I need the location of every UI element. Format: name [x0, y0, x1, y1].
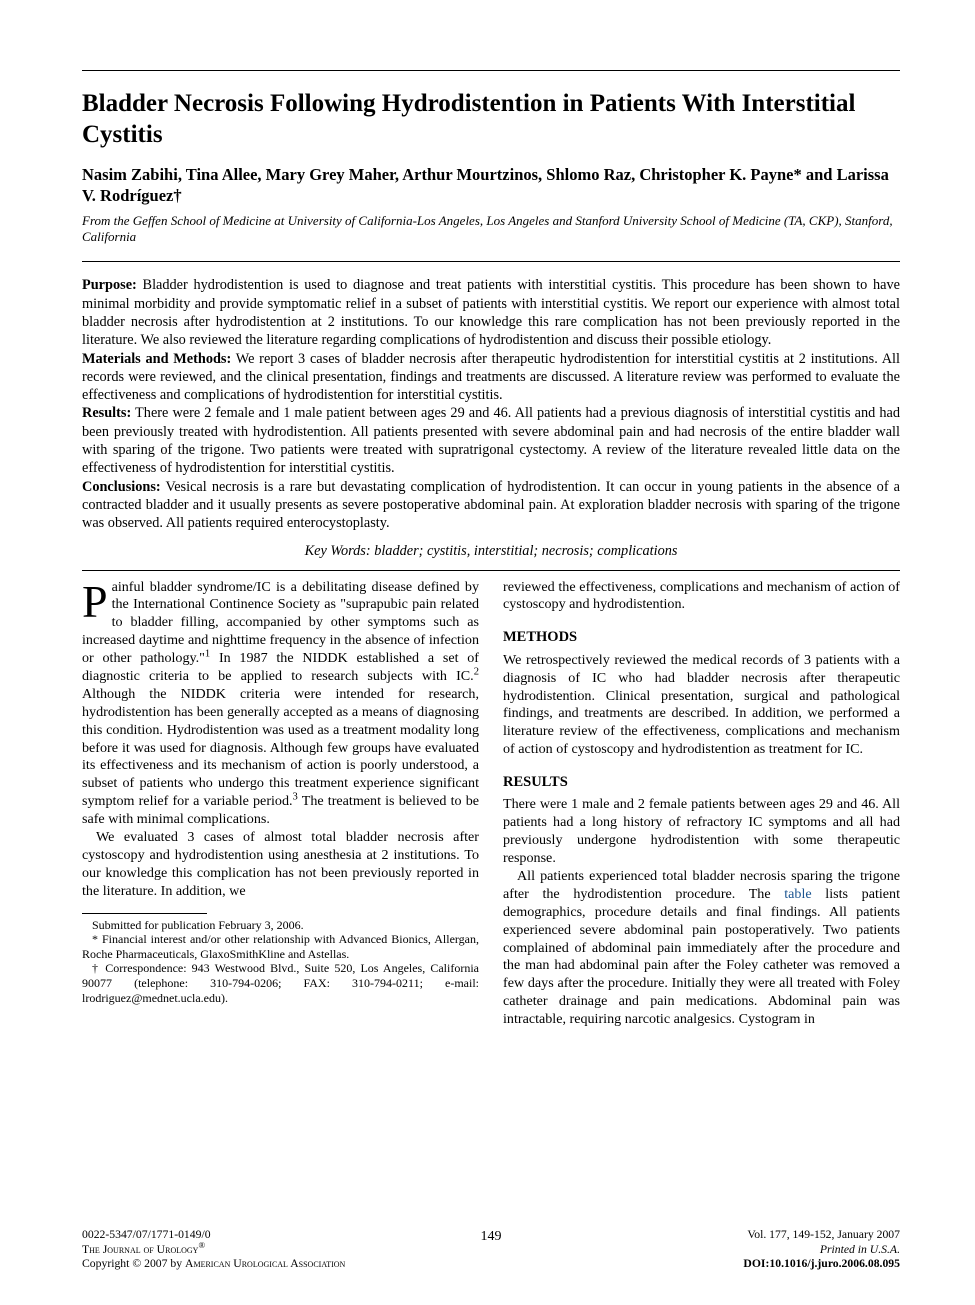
- abstract-conclusions-label: Conclusions:: [82, 479, 161, 495]
- page-footer: 0022-5347/07/1771-0149/0 The Journal of …: [82, 1228, 900, 1272]
- abstract-purpose-text: Bladder hydrodistention is used to diagn…: [82, 277, 900, 348]
- table-link[interactable]: table: [784, 886, 811, 902]
- article-title: Bladder Necrosis Following Hydrodistenti…: [82, 89, 900, 150]
- footer-copyright: Copyright © 2007 by: [82, 1257, 185, 1270]
- results-paragraph-2: All patients experienced total bladder n…: [503, 868, 900, 1029]
- body-columns: Painful bladder syndrome/IC is a debilit…: [82, 579, 900, 1030]
- intro-paragraph-2: We evaluated 3 cases of almost total bla…: [82, 829, 479, 901]
- footer-page-number: 149: [481, 1228, 502, 1246]
- author-list: Nasim Zabihi, Tina Allee, Mary Grey Mahe…: [82, 164, 900, 207]
- footnote-disclosure: * Financial interest and/or other relati…: [82, 932, 479, 961]
- abstract-bottom-rule: [82, 570, 900, 571]
- abstract-top-rule: [82, 261, 900, 262]
- abstract-methods-label: Materials and Methods:: [82, 351, 231, 367]
- keywords: Key Words: bladder; cystitis, interstiti…: [82, 543, 900, 560]
- top-rule: [82, 70, 900, 71]
- ref-2[interactable]: 2: [474, 666, 479, 677]
- footnotes-block: Submitted for publication February 3, 20…: [82, 918, 479, 1006]
- intro-paragraph-2-tail: reviewed the effectiveness, complication…: [503, 579, 900, 615]
- abstract-block: Purpose: Bladder hydrodistention is used…: [82, 276, 900, 532]
- abstract-conclusions-text: Vesical necrosis is a rare but devastati…: [82, 479, 900, 532]
- abstract-results-text: There were 2 female and 1 male patient b…: [82, 405, 900, 476]
- methods-heading: METHODS: [503, 628, 900, 646]
- footnote-correspondence: † Correspondence: 943 Westwood Blvd., Su…: [82, 961, 479, 1005]
- footer-regmark: ®: [198, 1240, 205, 1250]
- abstract-purpose-label: Purpose:: [82, 277, 137, 293]
- footer-volume: Vol. 177, 149-152, January 2007: [590, 1228, 900, 1243]
- intro-paragraph-1: Painful bladder syndrome/IC is a debilit…: [82, 579, 479, 829]
- footnotes-rule: [82, 913, 207, 914]
- footnote-submitted: Submitted for publication February 3, 20…: [82, 918, 479, 933]
- dropcap: P: [82, 579, 112, 621]
- article-page: Bladder Necrosis Following Hydrodistenti…: [0, 0, 975, 1064]
- abstract-results-label: Results:: [82, 405, 131, 421]
- results-paragraph-1: There were 1 male and 2 female patients …: [503, 796, 900, 868]
- methods-paragraph-1: We retrospectively reviewed the medical …: [503, 652, 900, 759]
- footer-journal: The Journal of Urology: [82, 1243, 198, 1256]
- footer-doi-label: DOI:: [743, 1257, 769, 1270]
- footer-doi[interactable]: 10.1016/j.juro.2006.08.095: [769, 1257, 900, 1270]
- results-heading: RESULTS: [503, 773, 900, 791]
- footer-printed: Printed in U.S.A.: [820, 1243, 900, 1256]
- affiliation: From the Geffen School of Medicine at Un…: [82, 213, 900, 246]
- footer-issn: 0022-5347/07/1771-0149/0: [82, 1228, 392, 1243]
